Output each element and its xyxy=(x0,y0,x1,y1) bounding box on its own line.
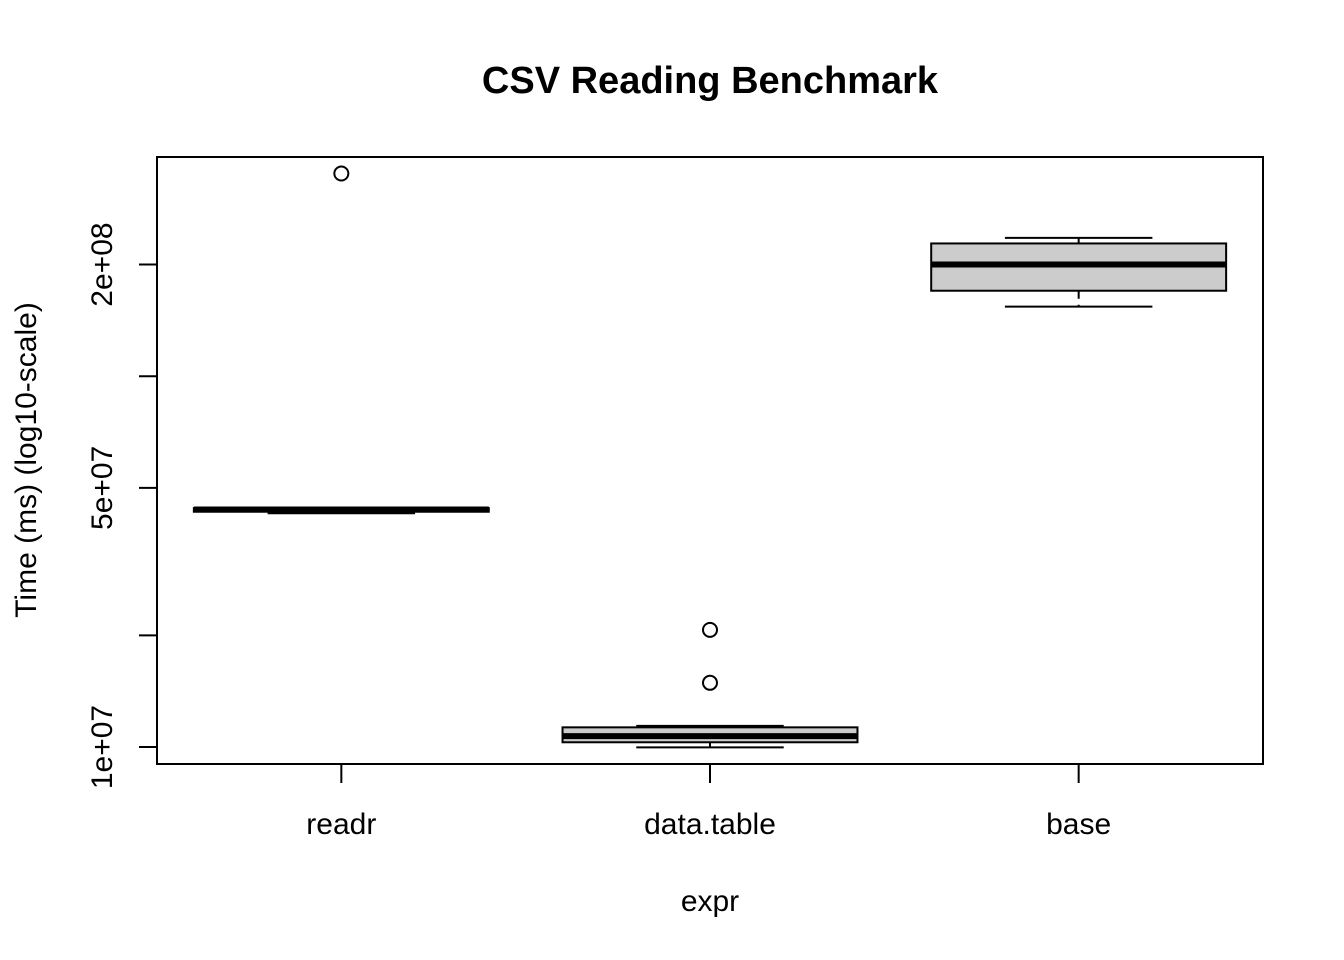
outlier-point xyxy=(702,621,718,638)
boxes xyxy=(192,165,1228,749)
box-readr xyxy=(192,165,490,515)
x-tick-label: readr xyxy=(306,808,376,841)
chart-title: CSV Reading Benchmark xyxy=(482,60,939,102)
y-tick-label: 2e+08 xyxy=(86,222,119,306)
x-axis: readr data.table base xyxy=(306,763,1111,841)
y-tick-label: 1e+07 xyxy=(86,705,119,789)
outlier-point xyxy=(702,674,718,691)
y-axis: 1e+07 5e+07 2e+08 xyxy=(86,222,158,789)
x-tick-label: data.table xyxy=(644,808,776,841)
box-base xyxy=(930,236,1228,308)
x-axis-label: expr xyxy=(681,885,739,918)
outlier-point xyxy=(333,165,350,182)
y-axis-label: Time (ms) (log10-scale) xyxy=(10,302,43,618)
y-tick-label: 5e+07 xyxy=(86,446,119,530)
box-data-table xyxy=(561,621,859,749)
x-tick-label: base xyxy=(1046,808,1111,841)
